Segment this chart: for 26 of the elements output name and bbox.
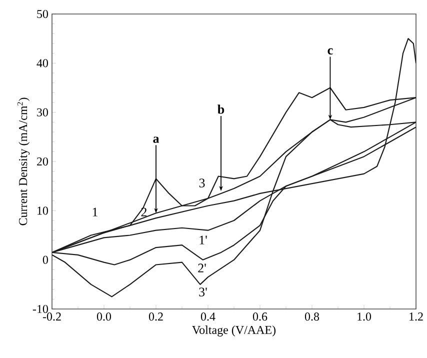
annotation: 2' xyxy=(198,264,206,272)
x-tick-label: 1.2 xyxy=(410,312,423,321)
y-axis-title: Current Density (mA/cm$^{2}$) xyxy=(17,98,30,226)
x-tick-label: 1.0 xyxy=(358,312,372,321)
y-tick-label: 40 xyxy=(36,59,48,68)
x-tick-label: 0.8 xyxy=(304,312,320,321)
annotation: 2 xyxy=(141,208,147,216)
y-tick-label: 0 xyxy=(42,256,48,264)
annotation: 1' xyxy=(200,236,207,244)
x-tick-label: 0.4 xyxy=(200,312,216,321)
annotation: 3' xyxy=(199,288,207,296)
annotation: 3 xyxy=(199,178,205,188)
annotation: c xyxy=(328,48,333,55)
x-tick-label: 0.0 xyxy=(96,312,112,321)
y-tick-label: 20 xyxy=(37,157,48,166)
y-tick-label: 30 xyxy=(37,108,48,116)
annotation: a xyxy=(153,136,160,143)
y-tick-label: 50 xyxy=(37,10,48,18)
x-tick-label: 0.6 xyxy=(252,312,268,321)
annotation: b xyxy=(218,104,224,114)
x-tick-label: -0.2 xyxy=(42,312,61,321)
y-tick-label: -10 xyxy=(32,304,48,314)
x-tick-label: 0.2 xyxy=(148,312,163,321)
x-axis-title: Voltage (V/AAE) xyxy=(192,326,276,336)
y-tick-label: 10 xyxy=(38,206,48,215)
annotation: 1 xyxy=(92,208,98,216)
